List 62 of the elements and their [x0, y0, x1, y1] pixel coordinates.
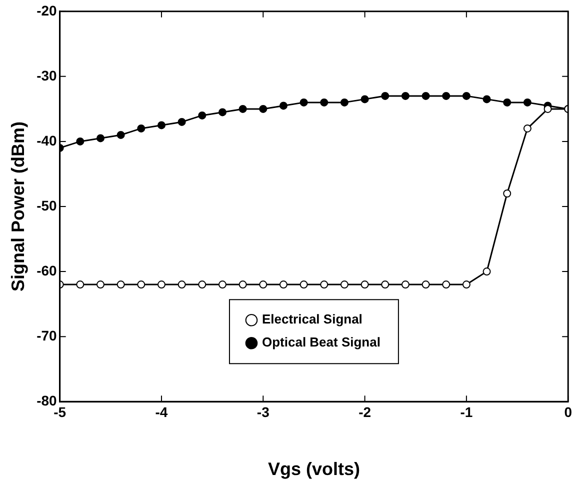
y-tick-label: -20	[36, 2, 58, 18]
point	[320, 280, 328, 289]
point	[218, 280, 226, 289]
x-tick-label: -1	[460, 404, 473, 420]
point	[198, 280, 206, 289]
point	[442, 92, 450, 100]
point	[157, 280, 166, 289]
point	[523, 124, 532, 132]
point	[238, 104, 247, 113]
y-tick-label: -40	[36, 132, 58, 148]
point	[422, 92, 430, 100]
point	[462, 280, 470, 289]
y-tick-label: -70	[36, 327, 58, 344]
point	[218, 108, 226, 116]
x-tick-label: -2	[358, 404, 372, 420]
point	[320, 98, 328, 106]
point	[198, 111, 206, 120]
point	[300, 280, 308, 289]
point	[401, 280, 410, 289]
legend-label: Optical Beat Signal	[262, 334, 380, 350]
x-tick-label: -3	[256, 404, 270, 420]
point	[116, 130, 125, 139]
point	[157, 121, 166, 130]
point	[462, 92, 470, 100]
point	[360, 280, 369, 289]
point	[279, 102, 288, 110]
point	[482, 268, 491, 276]
point	[137, 280, 146, 289]
point	[96, 134, 104, 142]
legend-label: Electrical Signal	[262, 312, 362, 327]
point	[442, 280, 450, 289]
point	[178, 118, 186, 126]
point	[523, 98, 532, 106]
point	[76, 280, 84, 289]
y-tick-label: -50	[36, 197, 58, 214]
point	[178, 280, 186, 289]
point	[259, 280, 268, 289]
point	[503, 98, 512, 106]
point	[340, 280, 348, 289]
x-tick-label: 0	[564, 404, 572, 420]
point	[360, 95, 369, 104]
point	[503, 189, 512, 198]
y-tick-label: -80	[36, 392, 58, 408]
point	[482, 95, 491, 104]
y-tick-label: -60	[36, 262, 58, 278]
point	[96, 280, 104, 289]
point	[76, 137, 84, 146]
y-axis-title: Signal Power (dBm)	[8, 121, 28, 292]
x-axis-title: Vgs (volts)	[268, 459, 360, 480]
point	[401, 92, 410, 100]
point	[137, 124, 146, 132]
point	[340, 98, 348, 106]
x-tick-label: -4	[155, 404, 168, 420]
point	[259, 104, 268, 113]
point	[279, 280, 288, 289]
point	[300, 98, 308, 106]
point	[422, 280, 430, 289]
point	[238, 280, 247, 289]
point	[381, 92, 390, 100]
point	[381, 280, 390, 289]
point	[116, 280, 125, 289]
y-tick-label: -30	[36, 67, 58, 84]
